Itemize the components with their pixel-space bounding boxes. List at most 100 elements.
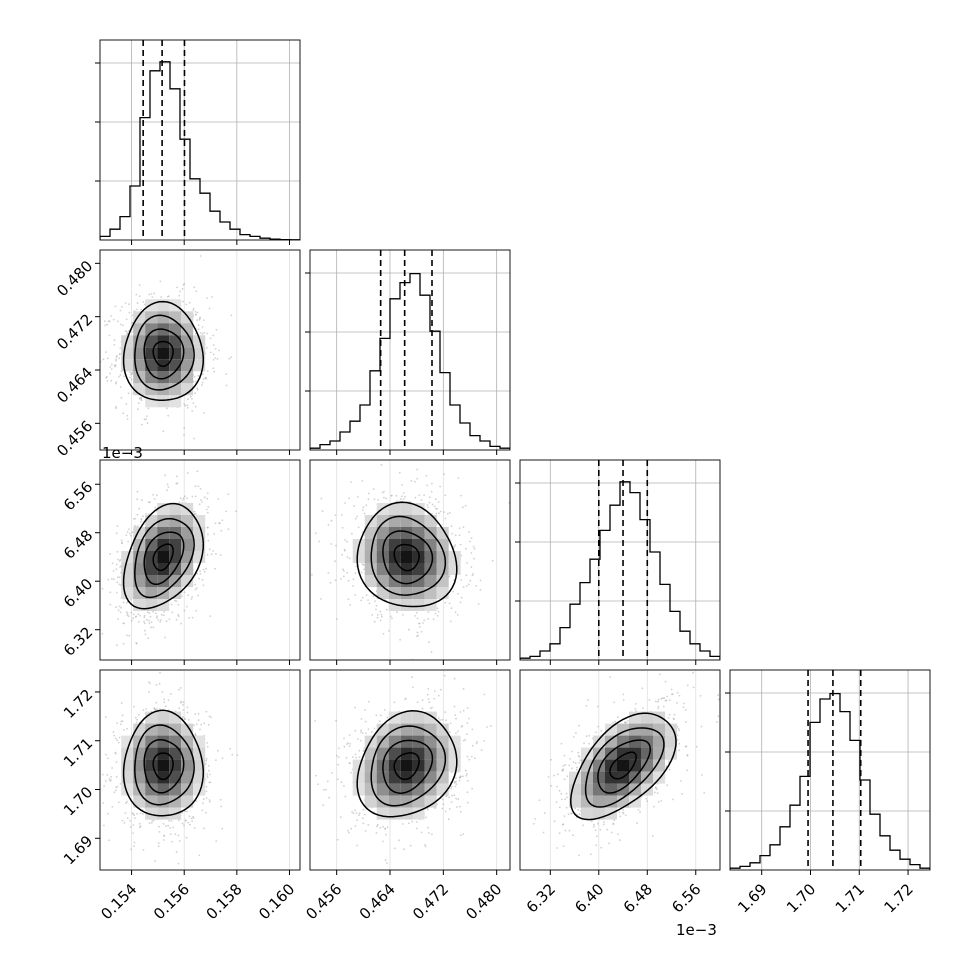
- density-cell: [388, 563, 401, 575]
- sample-point: [391, 494, 393, 497]
- sample-point: [109, 366, 112, 368]
- sample-point: [214, 567, 217, 570]
- sample-point: [116, 576, 119, 578]
- density-cell: [157, 371, 170, 384]
- sample-point: [196, 572, 199, 575]
- sample-point: [377, 499, 380, 501]
- sample-point: [215, 553, 217, 555]
- sample-point: [470, 566, 473, 569]
- sample-point: [138, 507, 141, 510]
- density-cell: [424, 515, 437, 527]
- sample-point: [163, 834, 166, 837]
- density-cell: [436, 527, 449, 539]
- sample-point: [439, 485, 441, 488]
- density-cell: [157, 759, 170, 772]
- sample-point: [158, 831, 161, 833]
- sample-point: [126, 612, 129, 615]
- sample-point: [171, 611, 174, 614]
- sample-point: [167, 486, 170, 488]
- density-cell: [424, 539, 437, 551]
- sample-point: [203, 496, 206, 499]
- sample-point: [203, 331, 206, 334]
- sample-point: [181, 595, 183, 598]
- sample-point: [401, 484, 403, 486]
- sample-point: [420, 499, 423, 501]
- sample-point: [431, 482, 433, 485]
- density-cell: [121, 783, 134, 796]
- sample-point: [183, 403, 186, 405]
- sample-point: [207, 533, 209, 536]
- contour-level-3: [122, 709, 205, 817]
- sample-point: [155, 494, 158, 497]
- sample-point: [199, 255, 202, 257]
- sample-point: [108, 334, 111, 337]
- density-cell: [145, 563, 158, 575]
- sample-point: [118, 736, 121, 739]
- sample-point: [452, 590, 455, 593]
- sample-point: [127, 471, 129, 473]
- sample-point: [125, 611, 128, 614]
- sample-point: [214, 357, 217, 359]
- density-cell: [145, 807, 158, 820]
- sample-point: [203, 827, 205, 830]
- sample-point: [153, 292, 156, 295]
- sample-point: [96, 755, 98, 757]
- density-cell: [157, 711, 170, 724]
- density-cell: [400, 563, 413, 575]
- sample-point: [148, 619, 151, 622]
- sample-point: [103, 785, 106, 787]
- sample-point: [221, 519, 224, 522]
- sample-point: [101, 587, 104, 590]
- sample-point: [376, 616, 379, 619]
- sample-point: [115, 359, 117, 362]
- sample-point: [114, 305, 117, 308]
- sample-point: [197, 712, 200, 715]
- sample-point: [153, 707, 156, 710]
- sample-point: [206, 742, 209, 744]
- sample-point: [434, 498, 437, 501]
- sample-point: [114, 752, 117, 755]
- sample-point: [184, 404, 187, 407]
- sample-point: [361, 596, 364, 599]
- sample-point: [212, 344, 215, 347]
- sample-point: [120, 702, 123, 704]
- sample-point: [346, 571, 348, 574]
- sample-point: [192, 309, 195, 311]
- sample-point: [396, 500, 399, 502]
- sample-point: [153, 819, 155, 822]
- sample-point: [336, 618, 338, 620]
- sample-point: [450, 525, 453, 528]
- sample-point: [379, 619, 382, 622]
- sample-point: [131, 548, 134, 550]
- sample-point: [109, 779, 112, 781]
- sample-point: [353, 505, 355, 507]
- sample-point: [367, 492, 370, 495]
- sample-point: [214, 348, 217, 350]
- sample-point: [209, 351, 212, 354]
- density-cell: [181, 383, 194, 396]
- sample-point: [129, 826, 132, 828]
- sample-point: [125, 318, 128, 321]
- sample-point: [376, 825, 378, 828]
- sample-point: [208, 769, 210, 772]
- sample-point: [119, 309, 122, 312]
- sample-point: [174, 599, 176, 602]
- sample-point: [159, 671, 161, 674]
- sample-point: [126, 414, 129, 417]
- density-cell: [169, 795, 182, 808]
- panel-frame: [99, 669, 301, 871]
- sample-point: [185, 303, 188, 306]
- sample-point: [167, 824, 170, 827]
- sample-point: [170, 820, 173, 822]
- sample-point: [163, 834, 166, 837]
- sample-point: [195, 587, 198, 589]
- sample-point: [198, 318, 201, 321]
- density-cell: [436, 587, 449, 599]
- sample-point: [187, 594, 189, 596]
- sample-point: [422, 622, 424, 624]
- density-cell: [169, 311, 182, 324]
- sample-point: [196, 388, 199, 391]
- sample-point: [136, 718, 139, 721]
- sample-point: [436, 607, 439, 610]
- sample-point: [162, 614, 165, 617]
